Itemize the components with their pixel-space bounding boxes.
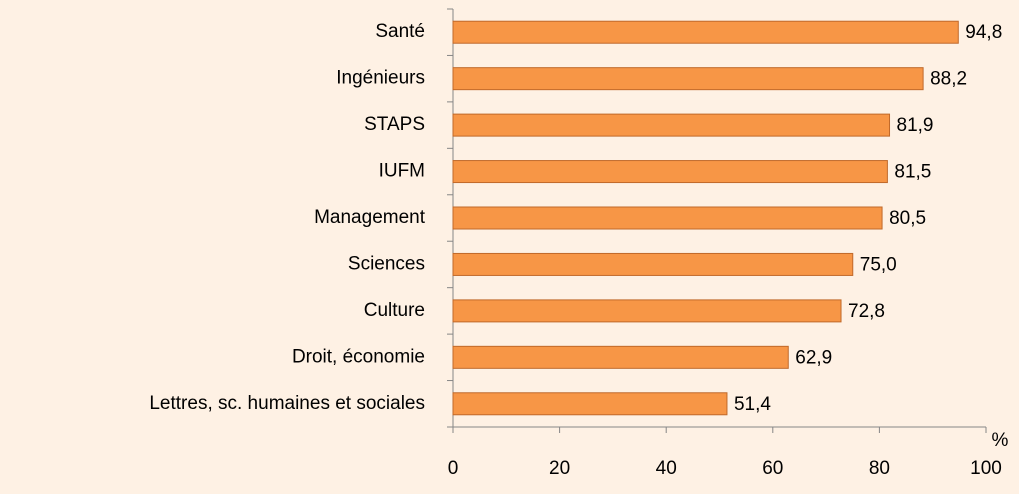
x-tick-label: 100 bbox=[970, 458, 1002, 479]
data-label: 88,2 bbox=[930, 69, 967, 90]
x-axis-label: % bbox=[992, 430, 1009, 451]
bar bbox=[452, 160, 888, 184]
bar bbox=[452, 252, 854, 276]
y-tick-label: Management bbox=[314, 207, 426, 228]
data-label: 75,0 bbox=[860, 254, 897, 275]
bar bbox=[452, 206, 883, 230]
bar bbox=[452, 113, 891, 137]
bar bbox=[452, 345, 789, 369]
data-label: 62,9 bbox=[795, 347, 832, 368]
y-tick-label: Sciences bbox=[348, 253, 425, 274]
x-tick-label: 0 bbox=[448, 458, 459, 479]
bar bbox=[452, 67, 924, 91]
bar bbox=[452, 20, 959, 44]
data-label: 80,5 bbox=[889, 208, 926, 229]
x-tick-label: 80 bbox=[869, 458, 890, 479]
y-tick-label: Culture bbox=[364, 300, 425, 321]
x-tick-label: 40 bbox=[656, 458, 677, 479]
x-tick-label: 20 bbox=[549, 458, 570, 479]
bar bbox=[452, 392, 728, 416]
y-tick-label: IUFM bbox=[379, 161, 425, 182]
data-label: 72,8 bbox=[848, 301, 885, 322]
x-tick-label: 60 bbox=[762, 458, 783, 479]
data-label: 81,5 bbox=[894, 162, 931, 183]
y-tick-label: STAPS bbox=[364, 114, 425, 135]
bar bbox=[452, 299, 842, 323]
y-tick-label: Santé bbox=[375, 21, 425, 42]
y-tick-label: Lettres, sc. humaines et sociales bbox=[149, 393, 425, 414]
y-tick-label: Ingénieurs bbox=[336, 68, 425, 89]
y-tick-label: Droit, économie bbox=[292, 346, 425, 367]
data-label: 51,4 bbox=[734, 394, 771, 415]
data-label: 81,9 bbox=[897, 115, 934, 136]
data-label: 94,8 bbox=[965, 22, 1002, 43]
